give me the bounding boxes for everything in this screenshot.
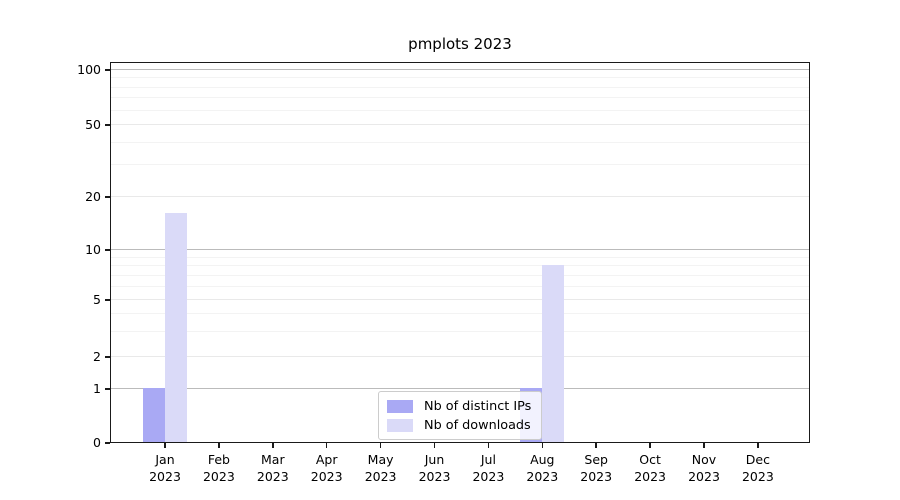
legend-label-distinct-ips: Nb of distinct IPs: [424, 398, 532, 414]
y-tick-mark-50: [105, 124, 110, 126]
x-tick-label-aug: Aug 2023: [526, 452, 559, 484]
gridline-y-8: [111, 265, 809, 267]
x-tick-mark-nov: [703, 443, 705, 448]
gridline-y-70: [111, 97, 809, 99]
y-tick-mark-100: [105, 69, 110, 71]
gridline-y-5: [111, 299, 809, 300]
y-tick-mark-0: [105, 442, 110, 444]
gridline-y-40: [111, 141, 809, 143]
y-tick-mark-20: [105, 196, 110, 198]
y-tick-mark-10: [105, 249, 110, 251]
y-tick-label-1: 1: [93, 381, 101, 396]
x-tick-mark-may: [379, 443, 382, 448]
y-tick-label-20: 20: [85, 189, 101, 204]
y-tick-label-5: 5: [93, 292, 101, 307]
gridline-y-10: [111, 249, 809, 250]
y-tick-label-50: 50: [85, 117, 101, 132]
gridline-y-7: [111, 274, 809, 276]
bar-jan-downloads: [164, 213, 187, 442]
x-tick-mark-jul: [487, 443, 490, 448]
gridline-y-9: [111, 256, 809, 258]
x-tick-label-jun: Jun 2023: [418, 452, 451, 484]
x-tick-label-sep: Sep 2023: [580, 452, 613, 484]
legend-entry-distinct-ips: Nb of distinct IPs: [387, 397, 531, 415]
gridline-y-30: [111, 164, 809, 166]
y-tick-mark-1: [105, 388, 110, 390]
y-axis-labels: 0 1 2 5 10 20 50 100: [0, 62, 101, 450]
y-tick-label-100: 100: [77, 62, 101, 77]
gridline-y-20: [111, 196, 809, 197]
bar-jan-distinct-ips: [142, 388, 165, 442]
chart-title: pmplots 2023: [408, 35, 512, 53]
x-tick-mark-sep: [595, 443, 597, 448]
y-tick-label-2: 2: [93, 349, 101, 364]
x-tick-mark-jun: [433, 443, 436, 448]
x-tick-mark-jan: [164, 443, 166, 448]
gridline-y-1: [111, 388, 809, 389]
x-tick-label-nov: Nov 2023: [688, 452, 720, 484]
y-tick-label-10: 10: [85, 242, 101, 257]
gridline-y-6: [111, 285, 809, 287]
x-tick-mark-dec: [757, 443, 759, 448]
gridline-y-60: [111, 109, 809, 111]
gridline-y-3: [111, 330, 809, 332]
x-tick-label-oct: Oct 2023: [634, 452, 666, 484]
legend: Nb of distinct IPs Nb of downloads: [378, 391, 543, 440]
x-tick-label-mar: Mar 2023: [256, 452, 289, 484]
x-tick-label-dec: Dec 2023: [741, 452, 774, 484]
y-tick-mark-5: [105, 299, 110, 301]
x-tick-mark-mar: [272, 443, 274, 448]
legend-swatch-downloads: [387, 418, 413, 432]
y-tick-mark-2: [105, 356, 110, 358]
x-tick-mark-feb: [218, 443, 220, 448]
gridline-y-100: [111, 69, 809, 70]
gridline-y-90: [111, 77, 809, 79]
gridline-y-50: [111, 124, 809, 125]
x-tick-mark-apr: [325, 443, 328, 448]
gridline-y-80: [111, 86, 809, 88]
x-tick-label-jan: Jan 2023: [149, 452, 181, 484]
x-tick-mark-oct: [649, 443, 651, 448]
y-tick-label-0: 0: [93, 435, 101, 450]
plot-area: [110, 62, 810, 443]
bar-aug-downloads: [541, 265, 564, 442]
x-tick-label-feb: Feb 2023: [202, 452, 235, 484]
x-tick-label-apr: Apr 2023: [310, 452, 343, 484]
gridline-y-4: [111, 312, 809, 314]
x-tick-label-jul: Jul 2023: [472, 452, 505, 484]
x-tick-mark-aug: [541, 443, 544, 448]
legend-swatch-distinct-ips: [387, 399, 413, 413]
x-tick-label-may: May 2023: [364, 452, 397, 484]
gridline-y-2: [111, 356, 809, 357]
legend-entry-downloads: Nb of downloads: [387, 416, 531, 434]
legend-label-downloads: Nb of downloads: [424, 417, 531, 433]
